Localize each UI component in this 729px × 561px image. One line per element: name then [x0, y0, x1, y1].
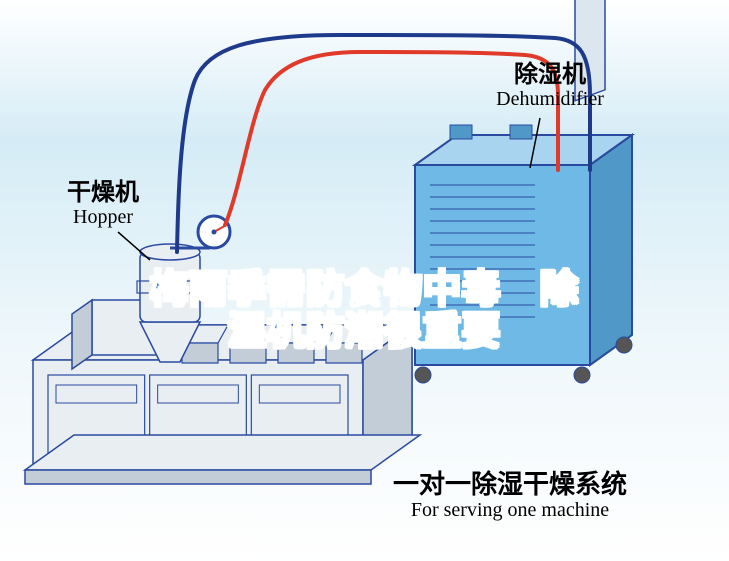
- label-dehumidifier: 除湿机 Dehumidifier: [440, 62, 660, 110]
- label-hopper-cn: 干燥机: [38, 180, 168, 206]
- label-dehumidifier-cn: 除湿机: [440, 62, 660, 88]
- label-hopper-en: Hopper: [38, 206, 168, 228]
- label-hopper: 干燥机 Hopper: [38, 180, 168, 228]
- overlay-line2: 湿机防潮很重要: [228, 300, 501, 355]
- label-system-title-en: For serving one machine: [350, 499, 670, 521]
- label-dehumidifier-en: Dehumidifier: [440, 88, 660, 110]
- diagram-canvas: 除湿机 Dehumidifier 干燥机 Hopper 一对一除湿干燥系统 Fo…: [0, 0, 729, 561]
- label-system-title-cn: 一对一除湿干燥系统: [350, 470, 670, 499]
- label-system-title: 一对一除湿干燥系统 For serving one machine: [350, 470, 670, 521]
